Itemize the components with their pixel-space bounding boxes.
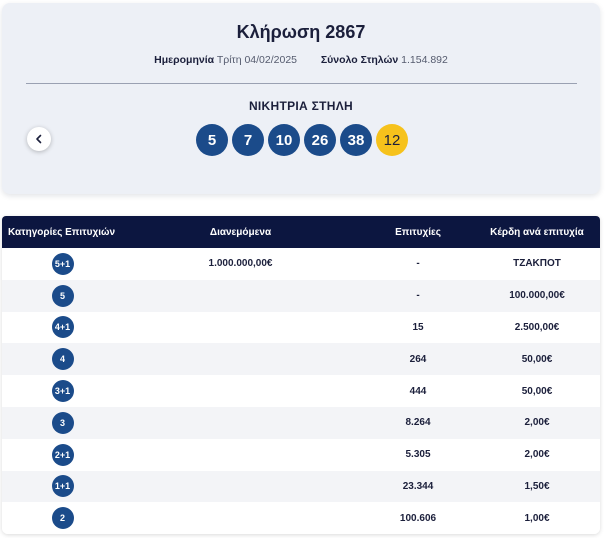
table-row: 2+1 5.305 2,00€	[2, 438, 600, 471]
table-row: 2 100.606 1,00€	[2, 502, 600, 534]
table-row: 4+1 15 2.500,00€	[2, 311, 600, 344]
draw-card: Κλήρωση 2867 Ημερομηνία Τρίτη 04/02/2025…	[2, 3, 600, 194]
draw-meta: Ημερομηνία Τρίτη 04/02/2025 Σύνολο Στηλώ…	[2, 54, 600, 66]
winners-cell: -	[416, 258, 420, 270]
table-header: Κατηγορίες Επιτυχιών Διανεμόμενα Επιτυχί…	[2, 216, 600, 248]
prize-cell: 2.500,00€	[514, 321, 560, 333]
winning-numbers: 5 7 10 26 38 12	[2, 124, 600, 156]
winners-cell: 23.344	[402, 480, 434, 492]
distributed-cell: 1.000.000,00€	[208, 258, 273, 270]
winners-cell: 5.305	[405, 449, 431, 461]
table-row: 4 264 50,00€	[2, 343, 600, 376]
winners-cell: 8.264	[405, 417, 431, 429]
winners-cell: 15	[412, 321, 424, 333]
winners-cell: -	[416, 290, 420, 302]
winners-cell: 100.606	[399, 512, 437, 524]
header-prize: Κέρδη ανά επιτυχία	[490, 226, 584, 238]
prize-cell: 2,00€	[524, 417, 550, 429]
category-badge: 2	[51, 507, 74, 530]
header-categories: Κατηγορίες Επιτυχιών	[8, 226, 116, 238]
prize-cell: ΤΖΑΚΠΟΤ	[513, 258, 561, 270]
category-badge: 1+1	[51, 475, 74, 498]
table-row: 1+1 23.344 1,50€	[2, 470, 600, 503]
table-body: 5+1 1.000.000,00€ - ΤΖΑΚΠΟΤ 5 - 100.000,…	[2, 248, 600, 534]
category-badge: 4+1	[51, 316, 74, 339]
table-row: 5+1 1.000.000,00€ - ΤΖΑΚΠΟΤ	[2, 248, 600, 280]
draw-title: Κλήρωση 2867	[236, 22, 366, 42]
table-row: 3 8.264 2,00€	[2, 406, 600, 439]
number-ball: 10	[268, 124, 300, 156]
prize-cell: 50,00€	[521, 385, 553, 397]
prize-cell: 100.000,00€	[509, 290, 565, 302]
table-row: 5 - 100.000,00€	[2, 279, 600, 312]
winners-cell: 264	[409, 353, 427, 365]
prize-cell: 1,50€	[524, 480, 550, 492]
category-badge: 5+1	[51, 252, 74, 275]
winning-column-label: ΝΙΚΗΤΡΙΑ ΣΤΗΛΗ	[248, 99, 354, 113]
columns-value: 1.154.892	[401, 54, 448, 66]
chevron-left-icon	[36, 134, 42, 144]
category-badge: 2+1	[51, 443, 74, 466]
prize-cell: 1,00€	[524, 512, 550, 524]
table-row: 3+1 444 50,00€	[2, 375, 600, 407]
bonus-ball: 12	[376, 124, 408, 156]
number-ball: 7	[232, 124, 264, 156]
columns-label: Σύνολο Στηλών	[320, 54, 399, 66]
number-ball: 38	[340, 124, 372, 156]
number-ball: 5	[196, 124, 228, 156]
category-badge: 3+1	[51, 380, 74, 403]
date-label: Ημερομηνία	[154, 54, 215, 66]
number-ball: 26	[304, 124, 336, 156]
header-distributed: Διανεμόμενα	[209, 226, 272, 238]
prize-cell: 50,00€	[521, 353, 553, 365]
category-badge: 5	[51, 284, 74, 307]
category-badge: 4	[51, 348, 74, 371]
prize-cell: 2,00€	[524, 449, 550, 461]
previous-draw-button[interactable]	[27, 127, 51, 151]
prize-table: Κατηγορίες Επιτυχιών Διανεμόμενα Επιτυχί…	[2, 216, 600, 534]
winners-cell: 444	[409, 385, 427, 397]
category-badge: 3	[51, 411, 74, 434]
header-winners: Επιτυχίες	[395, 226, 441, 238]
divider	[26, 83, 577, 84]
date-value: Τρίτη 04/02/2025	[216, 54, 298, 66]
